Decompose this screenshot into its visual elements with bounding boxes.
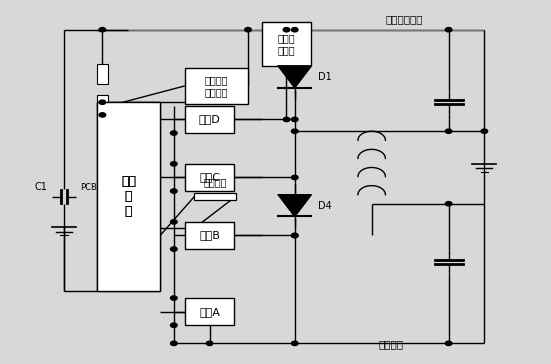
- Text: 采样电阻: 采样电阻: [203, 177, 227, 187]
- Text: 输入电压: 输入电压: [379, 339, 403, 349]
- Polygon shape: [278, 66, 311, 88]
- Circle shape: [445, 129, 452, 134]
- Circle shape: [291, 341, 298, 345]
- Circle shape: [291, 175, 298, 180]
- Bar: [185, 164, 234, 191]
- Circle shape: [445, 28, 452, 32]
- Circle shape: [206, 341, 213, 345]
- Circle shape: [291, 117, 298, 122]
- Circle shape: [283, 28, 290, 32]
- Text: 输出可调电压: 输出可调电压: [386, 14, 423, 24]
- Bar: [97, 95, 108, 115]
- Text: 开关B: 开关B: [199, 230, 220, 241]
- Circle shape: [170, 341, 177, 345]
- Text: C1: C1: [35, 182, 47, 193]
- Circle shape: [170, 247, 177, 251]
- Circle shape: [170, 296, 177, 300]
- Circle shape: [291, 233, 298, 238]
- Text: 开关A: 开关A: [199, 306, 220, 317]
- Circle shape: [170, 323, 177, 327]
- Circle shape: [445, 202, 452, 206]
- Circle shape: [245, 28, 251, 32]
- Text: 开关C: 开关C: [199, 173, 220, 182]
- Text: D1: D1: [318, 72, 332, 82]
- Bar: [97, 64, 108, 84]
- Circle shape: [170, 220, 177, 224]
- Bar: [97, 102, 160, 291]
- Bar: [185, 68, 248, 104]
- Circle shape: [170, 131, 177, 135]
- Circle shape: [170, 162, 177, 166]
- Bar: [97, 102, 160, 291]
- Circle shape: [291, 28, 298, 32]
- Circle shape: [99, 100, 106, 104]
- Circle shape: [481, 129, 488, 134]
- Circle shape: [445, 341, 452, 345]
- Bar: [185, 298, 234, 325]
- Bar: [185, 222, 234, 249]
- Text: D4: D4: [318, 201, 332, 210]
- Bar: [185, 106, 234, 133]
- Text: 电源
芯
片: 电源 芯 片: [121, 175, 136, 218]
- Bar: [195, 193, 236, 201]
- Circle shape: [170, 189, 177, 193]
- Circle shape: [99, 113, 106, 117]
- Text: PCB: PCB: [80, 183, 98, 192]
- Circle shape: [291, 129, 298, 134]
- Circle shape: [99, 28, 106, 32]
- Circle shape: [291, 233, 298, 238]
- Text: 过压保
护电路: 过压保 护电路: [278, 33, 295, 55]
- Text: 电源
芯
片: 电源 芯 片: [121, 175, 136, 218]
- Bar: [262, 23, 311, 66]
- Circle shape: [283, 117, 290, 122]
- Text: 开关D: 开关D: [199, 114, 220, 124]
- Polygon shape: [278, 195, 311, 217]
- Text: 内部电路
供电模块: 内部电路 供电模块: [204, 75, 228, 97]
